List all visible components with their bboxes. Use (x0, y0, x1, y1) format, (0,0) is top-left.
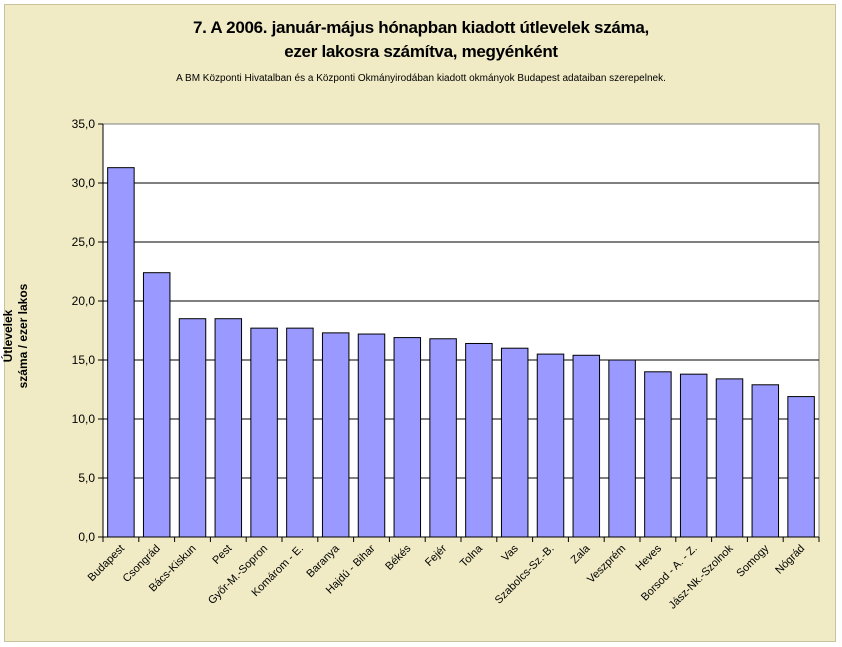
bar-1 (142, 272, 171, 538)
bar-2 (178, 318, 207, 538)
y-tick-label: 35,0 (72, 117, 96, 131)
bar-14 (608, 359, 636, 538)
bar-8 (393, 337, 422, 538)
bar-19 (787, 396, 815, 538)
y-tick-label: 5,0 (78, 471, 95, 485)
y-tick-label: 15,0 (72, 353, 96, 367)
y-tick-label: 30,0 (72, 176, 96, 190)
chart-title-line-2: ezer lakosra számítva, megyénként (284, 42, 558, 61)
x-tick-label: Nógrád (773, 543, 807, 577)
y-axis: 0,0 5,0 10,0 15,0 20,0 25,0 30,0 35,0 (72, 117, 104, 544)
bar-18 (751, 384, 780, 538)
x-tick-label: Jász-Nk.-Szolnok (667, 542, 736, 611)
y-tick-label: 0,0 (78, 530, 95, 544)
x-tick-label: Békés (383, 542, 413, 572)
x-tick-label: Zala (569, 542, 593, 566)
bar-17 (715, 378, 744, 538)
x-tick-label: Pest (210, 543, 234, 567)
bar-5 (286, 327, 314, 538)
bar-13 (572, 354, 601, 538)
chart-subtitle: A BM Központi Hivatalban és a Központi O… (176, 73, 666, 84)
chart-title-line-1: 7. A 2006. január-május hónapban kiadott… (193, 18, 649, 37)
bar-15 (644, 371, 672, 538)
bar-0 (107, 167, 135, 538)
bar-6 (321, 332, 350, 538)
bar-3 (214, 318, 243, 538)
x-tick-label: Veszprém (585, 543, 628, 586)
y-tick-label: 20,0 (72, 294, 96, 308)
x-tick-label: Fejér (423, 542, 449, 568)
bar-9 (429, 338, 457, 538)
bar-7 (357, 333, 386, 538)
y-tick-label: 10,0 (72, 412, 96, 426)
x-tick-label: Tolna (458, 542, 486, 570)
x-tick-label: Vas (500, 542, 522, 564)
plot-area (102, 123, 820, 538)
bar-12 (536, 353, 565, 538)
bar-10 (465, 342, 493, 538)
x-tick-label: Heves (633, 542, 664, 573)
bar-4 (250, 327, 278, 538)
bar-11 (500, 347, 529, 538)
bars (107, 167, 815, 538)
bar-16 (679, 373, 708, 538)
x-tick-label: Somogy (734, 542, 771, 579)
y-tick-label: 25,0 (72, 235, 96, 249)
